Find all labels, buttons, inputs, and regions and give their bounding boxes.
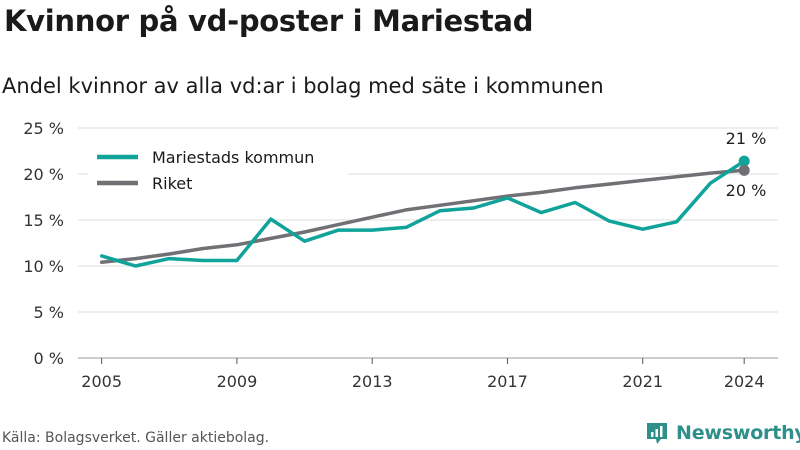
legend-label-mariestad: Mariestads kommun bbox=[152, 148, 314, 167]
end-label-mariestad: 21 % bbox=[726, 129, 767, 148]
series-line-mariestad bbox=[99, 159, 746, 268]
chart-title: Kvinnor på vd-poster i Mariestad bbox=[4, 4, 534, 38]
x-tick-label: 2017 bbox=[487, 372, 528, 391]
legend-label-riket: Riket bbox=[152, 174, 192, 193]
y-tick-label: 15 % bbox=[23, 211, 64, 230]
x-tick-label: 2009 bbox=[217, 372, 258, 391]
end-labels: 21 % 20 % bbox=[726, 129, 767, 200]
series-line-riket bbox=[99, 168, 746, 265]
y-tick-label: 5 % bbox=[34, 303, 64, 322]
x-tick-label: 2013 bbox=[352, 372, 393, 391]
chart-subtitle: Andel kvinnor av alla vd:ar i bolag med … bbox=[2, 74, 604, 98]
series-layer bbox=[99, 155, 750, 268]
end-point-riket bbox=[738, 164, 750, 176]
x-tick-label: 2024 bbox=[724, 372, 765, 391]
end-point-mariestad bbox=[738, 155, 750, 167]
x-tick-label: 2005 bbox=[81, 372, 122, 391]
end-label-riket: 20 % bbox=[726, 181, 767, 200]
x-tick-label: 2021 bbox=[622, 372, 663, 391]
y-tick-label: 0 % bbox=[34, 349, 64, 368]
newsworthy-logo: Newsworthy bbox=[644, 420, 800, 446]
y-tick-label: 20 % bbox=[23, 165, 64, 184]
y-tick-label: 10 % bbox=[23, 257, 64, 276]
newsworthy-logo-icon bbox=[647, 423, 667, 444]
x-axis: 2005 2009 2013 2017 2021 2024 bbox=[81, 358, 765, 391]
y-tick-label: 25 % bbox=[23, 119, 64, 138]
y-axis: 0 % 5 % 10 % 15 % 20 % 25 % bbox=[23, 119, 64, 368]
legend-background bbox=[88, 140, 348, 200]
line-chart: 0 %5 %10 %15 %20 %25 % 2005 2009 2013 2017 2… bbox=[23, 119, 778, 391]
newsworthy-logo-text: Newsworthy bbox=[676, 422, 800, 444]
source-note: Källa: Bolagsverket. Gäller aktiebolag. bbox=[2, 430, 270, 446]
legend: Mariestads kommun Riket bbox=[88, 140, 348, 200]
